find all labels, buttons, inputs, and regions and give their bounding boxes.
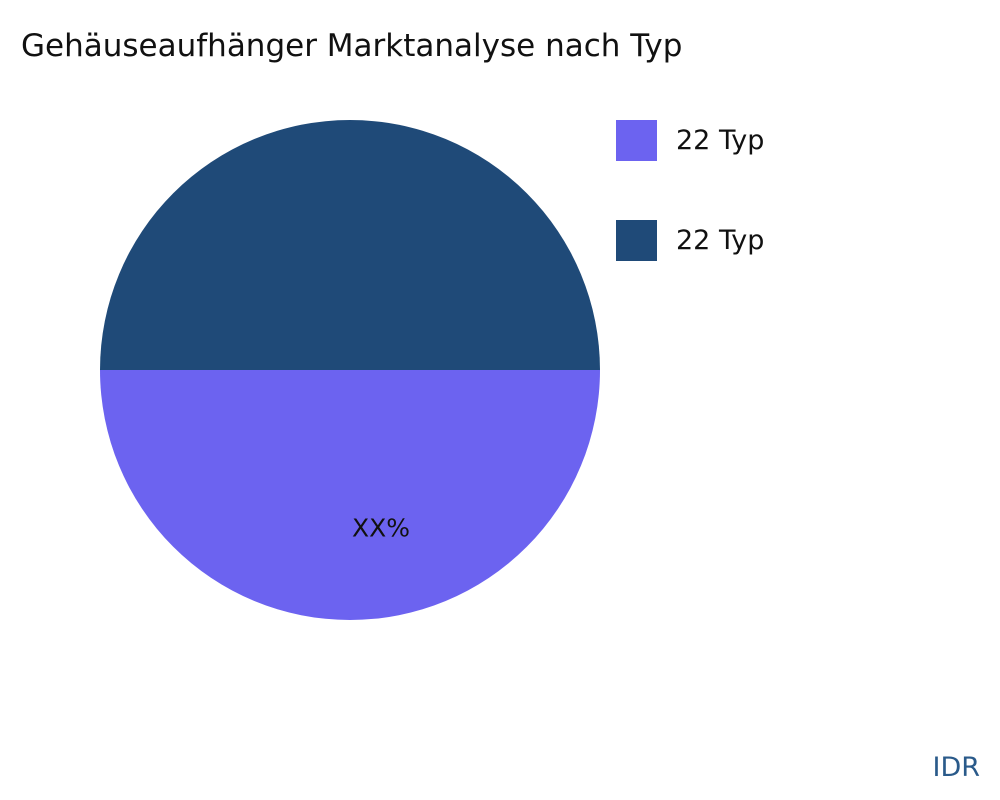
legend-item-1: 22 Typ bbox=[616, 219, 765, 261]
legend-item-0: 22 Typ bbox=[616, 119, 765, 161]
slice-data-label-1: XX% bbox=[352, 514, 410, 543]
legend-label: 22 Typ bbox=[676, 224, 765, 256]
watermark-logo: IDR bbox=[932, 752, 980, 783]
pie-slice-1 bbox=[100, 120, 600, 370]
legend-swatch bbox=[616, 119, 657, 161]
legend-label: 22 Typ bbox=[676, 124, 765, 156]
legend-swatch bbox=[616, 219, 657, 261]
chart-title: Gehäuseaufhänger Marktanalyse nach Typ bbox=[21, 28, 683, 64]
pie-slice-0 bbox=[100, 370, 600, 620]
